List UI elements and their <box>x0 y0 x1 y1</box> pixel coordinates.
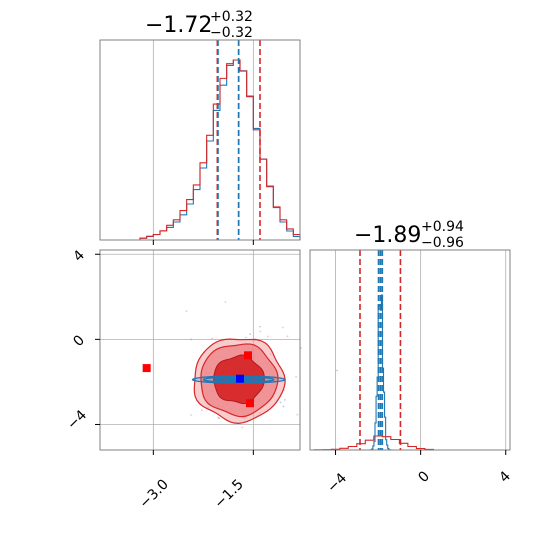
marginal-x-histograms <box>100 59 301 241</box>
marginal-y-frame <box>309 249 511 451</box>
joint-sample-point <box>200 409 203 411</box>
marginal-x-frame <box>99 39 301 241</box>
marginal-x-title-upper: +0.32 <box>210 9 253 25</box>
marginal-y-xtick-label-0: −4 <box>324 470 350 496</box>
joint-red-contour-line-mid <box>200 343 279 418</box>
joint-sample-point <box>300 347 302 349</box>
joint-panel: −3.0 −1.5 −4 0 4 <box>64 247 339 512</box>
joint-sample-point <box>267 335 269 338</box>
joint-sample-point <box>286 335 289 338</box>
joint-sample-point <box>259 330 262 333</box>
joint-density <box>185 300 339 429</box>
marginal-y-title-lower: −0.96 <box>421 235 464 251</box>
joint-ytick-label-0: −4 <box>64 407 90 433</box>
marginal-x-histogram-series-0 <box>100 59 301 241</box>
joint-sample-point <box>241 426 244 429</box>
joint-red-contour-line-outer <box>193 338 286 424</box>
joint-markers <box>142 351 254 408</box>
marginal-y-histogram-blue <box>310 294 510 451</box>
joint-ticks <box>95 253 254 455</box>
marginal-y-grid <box>335 250 507 450</box>
marginal-x-ticks <box>152 240 254 245</box>
joint-marker-3 <box>236 374 244 383</box>
marginal-y-title-median: −1.89 <box>354 223 421 248</box>
joint-sample-point <box>283 399 286 401</box>
joint-sample-point <box>282 405 285 408</box>
joint-xtick-label-1: −1.5 <box>211 476 246 511</box>
marginal-y-ticks <box>335 450 507 455</box>
joint-sample-point <box>279 401 282 404</box>
joint-sample-point <box>211 337 214 340</box>
joint-xtick-label-0: −3.0 <box>136 476 171 511</box>
joint-marker-2 <box>246 399 254 408</box>
marginal-y-title-upper: +0.94 <box>421 219 464 235</box>
marginal-y-panel: −4 0 4 −1.89 +0.94 −0.96 <box>309 219 514 496</box>
joint-sample-point <box>258 325 261 328</box>
joint-marker-1 <box>244 351 252 360</box>
joint-sample-point <box>336 369 339 372</box>
joint-sample-point <box>245 336 247 339</box>
joint-sample-point <box>296 413 299 416</box>
joint-sample-point <box>295 375 297 378</box>
joint-frame <box>99 249 301 451</box>
marginal-x-panel: −1.72 +0.32 −0.32 <box>99 9 301 245</box>
marginal-y-histogram-red <box>310 435 510 451</box>
marginal-y-histograms <box>310 294 510 451</box>
marginal-x-histogram-series-1 <box>100 59 301 241</box>
joint-sample-point <box>249 333 252 336</box>
joint-ytick-label-1: 0 <box>70 332 88 350</box>
joint-sample-point <box>218 417 221 420</box>
marginal-y-xtick-label-1: 0 <box>415 468 433 486</box>
marginal-x-title-lower: −0.32 <box>210 25 253 41</box>
marginal-y-quantile-lines <box>359 250 402 450</box>
marginal-x-quantile-lines <box>216 40 261 240</box>
marginal-x-grid <box>152 40 254 240</box>
joint-ytick-label-2: 4 <box>70 247 88 265</box>
joint-sample-point <box>281 326 284 329</box>
marginal-y-xtick-label-2: 4 <box>496 468 514 486</box>
marginal-x-title-median: −1.72 <box>145 13 212 38</box>
joint-marker-0 <box>142 364 151 373</box>
joint-sample-point <box>185 310 188 313</box>
joint-sample-point <box>224 300 227 303</box>
joint-sample-point <box>190 338 192 341</box>
joint-sample-point <box>190 414 192 416</box>
